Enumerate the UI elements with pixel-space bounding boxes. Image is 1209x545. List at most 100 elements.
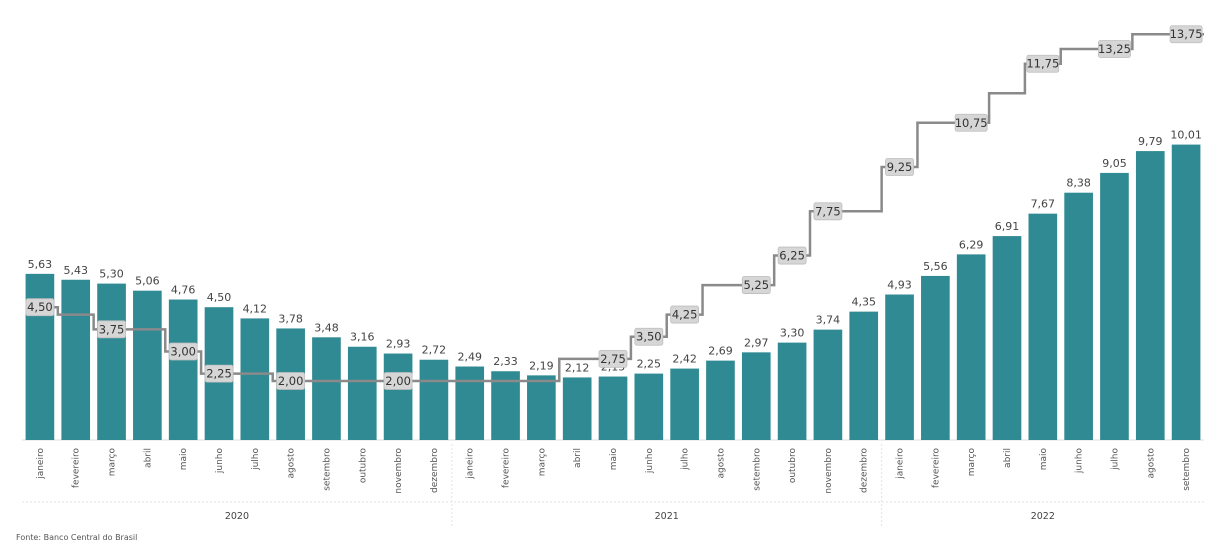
bar-31 bbox=[1135, 151, 1165, 441]
bar-30 bbox=[1100, 172, 1129, 441]
bar-28 bbox=[1028, 213, 1058, 440]
month-label-15: abril bbox=[573, 448, 583, 468]
step-label-4: 2,00 bbox=[278, 374, 304, 388]
month-label-14: março bbox=[537, 448, 547, 477]
bar-23 bbox=[849, 311, 879, 440]
bar-label-27: 6,91 bbox=[995, 220, 1020, 233]
step-label-box-14 bbox=[1026, 54, 1060, 73]
bar-2 bbox=[97, 283, 126, 440]
step-label-box-6 bbox=[598, 349, 628, 368]
bar-label-4: 4,76 bbox=[171, 284, 196, 297]
bar-24 bbox=[885, 294, 914, 440]
month-label-19: agosto bbox=[716, 448, 726, 479]
month-label-29: junho bbox=[1075, 448, 1085, 475]
step-label-3: 2,25 bbox=[206, 367, 232, 381]
step-label-box-10 bbox=[777, 246, 807, 265]
step-label-16: 13,75 bbox=[1170, 27, 1203, 41]
bar-9 bbox=[347, 346, 377, 440]
bar-label-0: 5,63 bbox=[28, 258, 53, 271]
month-label-22: novembro bbox=[824, 448, 834, 494]
step-label-9: 5,25 bbox=[743, 278, 769, 292]
step-label-box-3 bbox=[204, 364, 234, 383]
month-label-27: abril bbox=[1003, 448, 1013, 468]
bar-26 bbox=[956, 254, 986, 440]
bar-18 bbox=[670, 368, 699, 440]
bar-label-1: 5,43 bbox=[63, 264, 88, 277]
year-label-2020: 2020 bbox=[225, 511, 249, 522]
step-label-2: 3,00 bbox=[170, 344, 196, 358]
step-label-box-12 bbox=[885, 158, 914, 176]
source-note: Fonte: Banco Central do Brasil bbox=[16, 533, 138, 542]
bar-10 bbox=[383, 353, 413, 440]
bar-27 bbox=[992, 236, 1022, 440]
bar-25 bbox=[921, 275, 950, 440]
step-label-box-1 bbox=[97, 320, 126, 339]
bar-32 bbox=[1171, 144, 1201, 440]
month-label-11: dezembro bbox=[430, 448, 440, 493]
bar-11 bbox=[419, 359, 449, 440]
bar-6 bbox=[240, 318, 270, 440]
month-label-30: julho bbox=[1110, 448, 1120, 471]
step-label-13: 10,75 bbox=[955, 116, 988, 130]
month-label-23: dezembro bbox=[860, 448, 870, 493]
step-label-10: 6,25 bbox=[779, 249, 805, 263]
step-label-1: 3,75 bbox=[99, 322, 125, 336]
bar-label-10: 2,93 bbox=[386, 338, 411, 351]
step-label-8: 4,25 bbox=[672, 308, 698, 322]
bar-label-2: 5,30 bbox=[99, 268, 124, 281]
bar-label-5: 4,50 bbox=[207, 291, 232, 304]
month-label-18: julho bbox=[681, 448, 691, 471]
bar-label-14: 2,19 bbox=[529, 359, 554, 372]
bar-20 bbox=[741, 352, 771, 440]
bar-4 bbox=[168, 299, 198, 440]
step-label-box-8 bbox=[670, 305, 700, 324]
bar-29 bbox=[1064, 192, 1093, 440]
month-label-31: agosto bbox=[1146, 448, 1156, 479]
month-label-10: novembro bbox=[394, 448, 404, 494]
bar-label-21: 3,30 bbox=[780, 327, 805, 340]
bar-21 bbox=[777, 342, 807, 440]
month-label-0: janeiro bbox=[36, 448, 46, 480]
month-label-5: junho bbox=[215, 448, 225, 475]
month-label-9: outubro bbox=[358, 448, 368, 484]
month-label-21: outubro bbox=[788, 448, 798, 484]
month-label-13: fevereiro bbox=[502, 448, 512, 489]
step-label-5: 2,00 bbox=[385, 374, 411, 388]
bar-label-13: 2,33 bbox=[493, 355, 518, 368]
step-label-6: 2,75 bbox=[600, 352, 626, 366]
month-label-28: maio bbox=[1039, 448, 1049, 471]
step-label-box-13 bbox=[954, 113, 988, 132]
bar-12 bbox=[455, 366, 485, 440]
month-label-7: agosto bbox=[287, 448, 297, 479]
step-label-box-2 bbox=[168, 342, 198, 361]
month-label-8: setembro bbox=[322, 448, 332, 491]
month-label-6: julho bbox=[251, 448, 261, 471]
step-label-box-9 bbox=[741, 276, 771, 294]
step-label-box-15 bbox=[1098, 40, 1131, 58]
bar-17 bbox=[634, 373, 664, 440]
month-label-12: janeiro bbox=[466, 448, 476, 480]
bar-label-32: 10,01 bbox=[1170, 129, 1202, 142]
month-label-24: janeiro bbox=[896, 448, 906, 480]
month-label-32: setembro bbox=[1182, 448, 1192, 491]
month-label-20: setembro bbox=[752, 448, 762, 491]
bar-label-24: 4,93 bbox=[887, 279, 912, 292]
bar-3 bbox=[133, 290, 162, 440]
step-line-series bbox=[39, 32, 1204, 383]
step-label-box-11 bbox=[813, 202, 843, 221]
step-label-box-16 bbox=[1169, 25, 1203, 44]
bar-8 bbox=[312, 337, 341, 440]
step-label-7: 3,50 bbox=[636, 330, 662, 344]
bar-16 bbox=[598, 376, 628, 440]
month-label-25: fevereiro bbox=[931, 448, 941, 489]
step-label-box-5 bbox=[383, 372, 413, 390]
bar-label-31: 9,79 bbox=[1138, 135, 1163, 148]
bar-22 bbox=[813, 329, 843, 440]
year-label-2022: 2022 bbox=[1031, 511, 1055, 522]
bar-label-18: 2,42 bbox=[672, 353, 697, 366]
bar-1 bbox=[61, 279, 91, 440]
month-label-16: maio bbox=[609, 448, 619, 471]
bar-label-22: 3,74 bbox=[816, 314, 841, 327]
month-label-17: junho bbox=[645, 448, 655, 475]
